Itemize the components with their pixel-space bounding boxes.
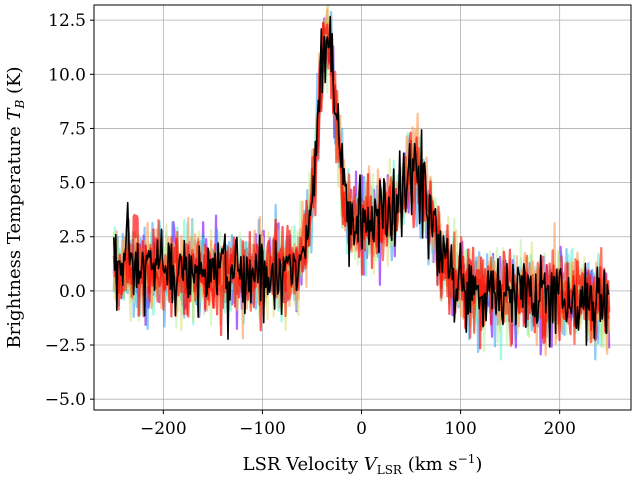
- x-tick-label: −200: [140, 419, 187, 439]
- spectrum-series-line: [113, 21, 611, 347]
- x-tick-label: −100: [239, 419, 286, 439]
- y-axis-label: Brightness Temperature TB (K): [4, 66, 27, 348]
- x-axis-label-var: V: [364, 454, 379, 475]
- y-tick-label: 10.0: [48, 65, 86, 85]
- y-axis-label-var: T: [4, 107, 25, 121]
- series-layer: [112, 5, 611, 361]
- x-axis-label-unit-pre: (km s: [402, 454, 458, 475]
- y-tick-label: −2.5: [45, 336, 86, 356]
- x-axis-label-unit-sup: −1: [458, 452, 476, 466]
- grid-layer: [94, 5, 631, 410]
- y-tick-label: 7.5: [59, 119, 86, 139]
- y-axis-label-unit: (K): [4, 66, 25, 99]
- plot-frame: [93, 4, 632, 411]
- x-axis-label-sub: LSR: [377, 463, 403, 477]
- y-axis-label-sub: B: [13, 100, 27, 110]
- x-axis-label: LSR Velocity VLSR (km s−1): [243, 452, 483, 477]
- y-tick-label: 0.0: [59, 282, 86, 302]
- y-axis-label-main: Brightness Temperature: [4, 121, 25, 349]
- x-axis-label-unit-post: ): [475, 454, 482, 475]
- y-tick-label: −5.0: [45, 390, 86, 410]
- y-tick-label: 5.0: [59, 174, 86, 194]
- x-tick-label: 200: [543, 419, 575, 439]
- y-tick-label: 12.5: [48, 11, 86, 31]
- x-axis-label-main: LSR Velocity: [243, 454, 364, 475]
- x-tick-label: 100: [444, 419, 476, 439]
- y-tick-label: 2.5: [59, 228, 86, 248]
- spectrum-series-line: [113, 15, 610, 348]
- x-tick-label: 0: [356, 419, 367, 439]
- tick-layer: −200 −100 0 100 200 −5.0 −2.5 0.0 2.5 5.0 7.5 10.0 1…: [45, 11, 576, 439]
